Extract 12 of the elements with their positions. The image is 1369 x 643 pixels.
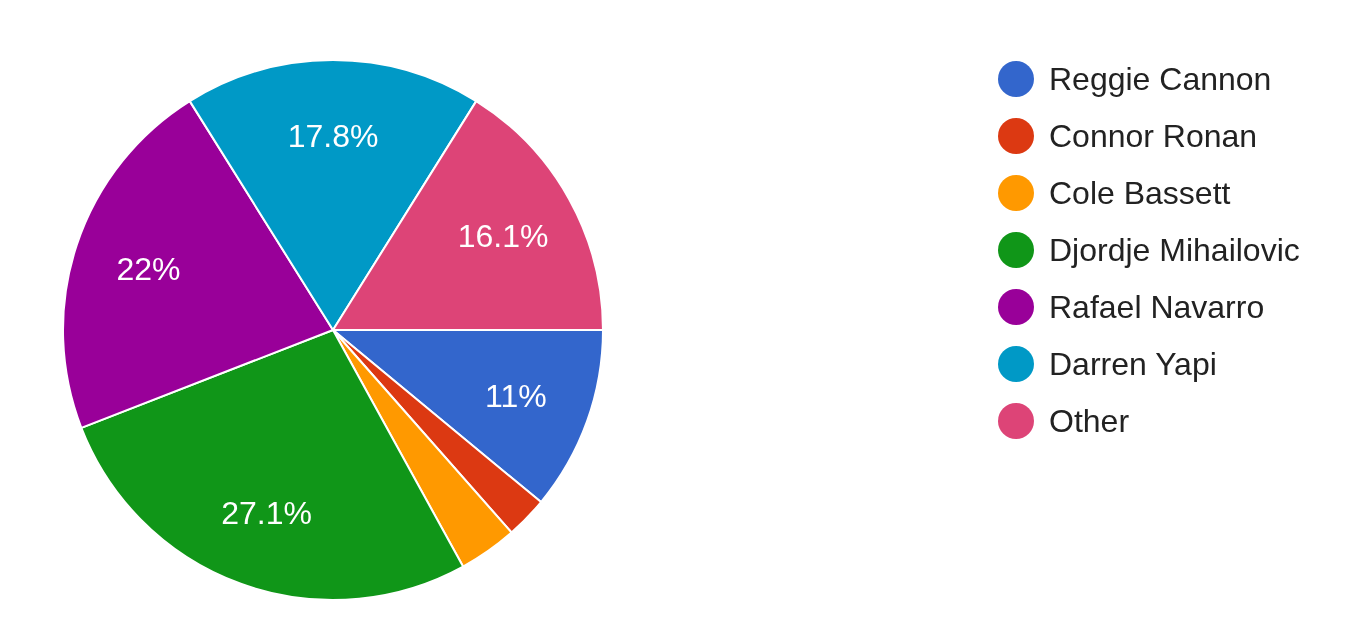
legend-label: Djordje Mihailovic (1049, 232, 1300, 268)
legend-label: Connor Ronan (1049, 118, 1258, 154)
data-label: 27.1% (221, 494, 312, 531)
legend-label: Reggie Cannon (1049, 61, 1272, 97)
data-label: 17.8% (287, 117, 379, 154)
data-label: 11% (485, 377, 547, 414)
legend-label: Darren Yapi (1049, 346, 1217, 382)
data-label: 16.1% (457, 217, 549, 254)
legend-label: Cole Bassett (1049, 175, 1231, 211)
data-label: 22% (116, 250, 181, 287)
legend-label: Rafael Navarro (1049, 289, 1265, 325)
legend-label: Other (1049, 403, 1130, 439)
